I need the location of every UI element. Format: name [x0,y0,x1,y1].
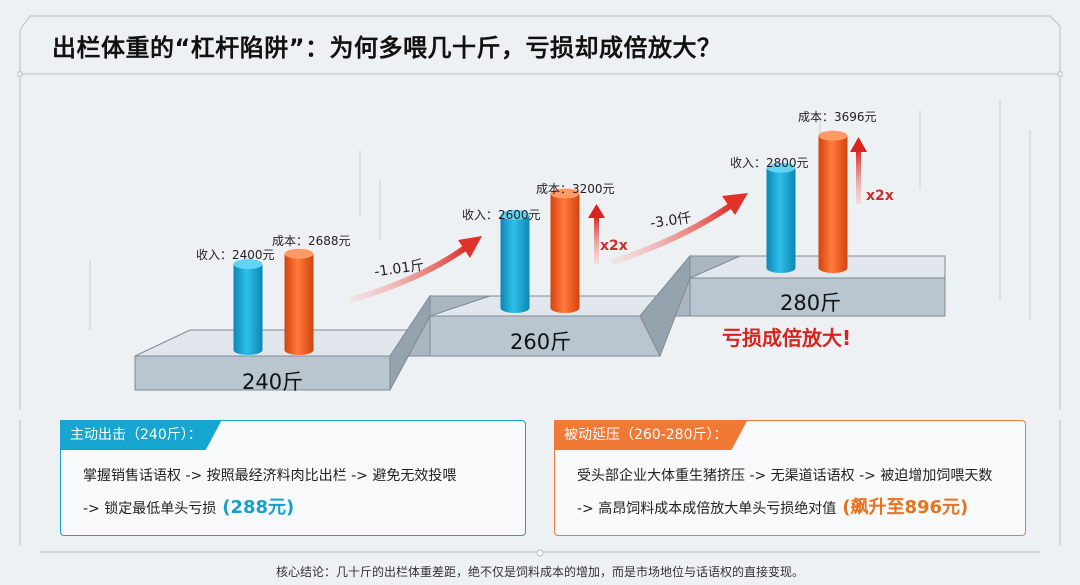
cylinder-cost-260斤 [550,188,580,313]
passive-strategy-line-2: -> 高昂饲料成本成倍放大单头亏损绝对值 [577,501,837,517]
multiplier-label-280: x2x [866,188,894,204]
weight-label-280: 280斤 [780,291,842,315]
cylinder-income-240斤 [233,259,263,355]
income-label-280: 收入：2800元 [730,156,809,170]
core-conclusion: 核心结论：几十斤的出栏体重差距，绝不仅是饲料成本的增加，而是市场地位与话语权的直… [275,565,804,579]
active-strategy-line-2: -> 锁定最低单头亏损 [83,501,217,517]
passive-strategy-panel: 被动延压（260-280斤）： 受头部企业大体重生猪挤压 -> 无渠道话语权 -… [554,420,1026,536]
passive-strategy-tag: 被动延压（260-280斤）： [554,420,748,450]
weight-label-240: 240斤 [242,370,304,394]
weight-label-260: 260斤 [510,330,572,354]
active-strategy-highlight: (288元) [222,497,295,518]
cylinder-cost-280斤 [818,130,848,273]
passive-strategy-highlight: (飙升至896元) [842,497,969,518]
multiplier-label-260: x2x [600,238,628,254]
income-label-260: 收入：2600元 [462,208,541,222]
active-strategy-tag: 主动出击（240斤）： [60,420,222,450]
cost-label-240: 成本：2688元 [272,234,351,248]
active-strategy-line-1: 掌握销售话语权 -> 按照最经济料肉比出栏 -> 避免无效投喂 [83,468,457,484]
active-strategy-panel: 主动出击（240斤）： 掌握销售话语权 -> 按照最经济料肉比出栏 -> 避免无… [60,420,526,536]
cost-label-280: 成本：3696元 [798,110,877,124]
bar-cylinders [233,130,848,355]
cylinder-income-260斤 [500,209,530,313]
trend-arrow-2 [611,193,748,265]
outer-frame [17,15,1063,557]
trend-arrow-1 [349,236,482,303]
cost-label-260: 成本：3200元 [536,182,615,196]
cylinder-income-280斤 [766,162,796,273]
cylinder-cost-240斤 [284,248,314,355]
amplify-callout: 亏损成倍放大! [722,326,852,350]
passive-strategy-line-1: 受头部企业大体重生猪挤压 -> 无渠道话语权 -> 被迫增加饲喂天数 [577,468,993,484]
income-label-240: 收入：2400元 [196,248,275,262]
page-title: 出栏体重的“杠杆陷阱”：为何多喂几十斤，亏损却成倍放大？ [52,34,722,62]
multiplier-arrow-2 [850,137,867,204]
multiplier-arrow-1 [588,204,605,264]
background-candles [89,100,1031,330]
